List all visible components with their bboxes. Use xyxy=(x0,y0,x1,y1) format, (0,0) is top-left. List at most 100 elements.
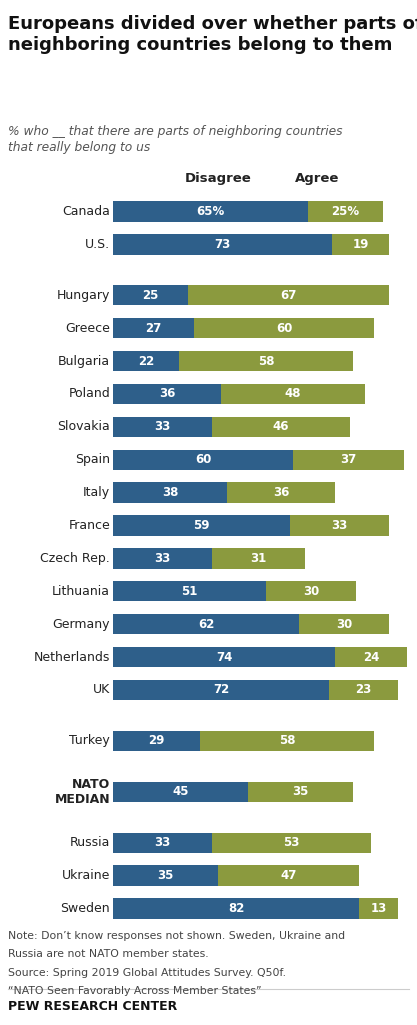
Text: 24: 24 xyxy=(363,651,379,663)
Text: Russia are not NATO member states.: Russia are not NATO member states. xyxy=(8,949,209,959)
Text: 59: 59 xyxy=(193,519,210,532)
Text: Poland: Poland xyxy=(68,387,110,401)
Text: 67: 67 xyxy=(280,289,296,301)
Text: Slovakia: Slovakia xyxy=(58,420,110,434)
Bar xyxy=(332,234,389,254)
Bar xyxy=(113,416,212,437)
Text: Netherlands: Netherlands xyxy=(34,651,110,663)
Bar xyxy=(329,680,398,700)
Text: 25%: 25% xyxy=(332,205,359,218)
Bar xyxy=(113,383,221,404)
Bar xyxy=(113,548,212,569)
Text: 73: 73 xyxy=(214,238,231,251)
Text: Note: Don’t know responses not shown. Sweden, Ukraine and: Note: Don’t know responses not shown. Sw… xyxy=(8,931,345,941)
Text: 46: 46 xyxy=(273,420,289,434)
Text: “NATO Seen Favorably Across Member States”: “NATO Seen Favorably Across Member State… xyxy=(8,986,262,996)
Bar xyxy=(113,647,335,667)
Bar xyxy=(113,201,308,221)
Text: UK: UK xyxy=(93,684,110,696)
Text: Hungary: Hungary xyxy=(57,289,110,301)
Text: 35: 35 xyxy=(292,785,309,798)
Text: Czech Rep.: Czech Rep. xyxy=(40,551,110,565)
Text: 60: 60 xyxy=(276,322,292,335)
Text: 58: 58 xyxy=(279,734,295,747)
Text: 45: 45 xyxy=(172,785,189,798)
Text: 72: 72 xyxy=(213,684,229,696)
Text: 48: 48 xyxy=(285,387,301,401)
Text: 29: 29 xyxy=(148,734,165,747)
Text: 31: 31 xyxy=(250,551,266,565)
Text: Spain: Spain xyxy=(75,453,110,466)
Bar xyxy=(221,383,365,404)
Text: Canada: Canada xyxy=(62,205,110,218)
Text: Lithuania: Lithuania xyxy=(52,584,110,598)
Text: 74: 74 xyxy=(216,651,232,663)
Text: Greece: Greece xyxy=(65,322,110,335)
Text: Europeans divided over whether parts of
neighboring countries belong to them: Europeans divided over whether parts of … xyxy=(8,15,417,54)
Text: Italy: Italy xyxy=(83,486,110,499)
Bar xyxy=(113,680,329,700)
Bar xyxy=(248,782,353,802)
Bar xyxy=(113,581,266,602)
Bar xyxy=(293,450,404,469)
Bar xyxy=(113,483,227,503)
Text: 23: 23 xyxy=(355,684,372,696)
Text: 33: 33 xyxy=(155,420,171,434)
Text: 22: 22 xyxy=(138,355,154,368)
Text: 30: 30 xyxy=(303,584,319,598)
Bar xyxy=(227,483,335,503)
Text: U.S.: U.S. xyxy=(85,238,110,251)
Bar xyxy=(113,731,200,751)
Bar xyxy=(290,516,389,536)
Text: 19: 19 xyxy=(352,238,369,251)
Text: Ukraine: Ukraine xyxy=(62,869,110,883)
Bar xyxy=(212,416,350,437)
Text: 36: 36 xyxy=(159,387,175,401)
Bar xyxy=(113,450,293,469)
Text: NATO
MEDIAN: NATO MEDIAN xyxy=(55,778,110,806)
Text: 37: 37 xyxy=(340,453,357,466)
Bar xyxy=(194,318,374,338)
Text: 33: 33 xyxy=(155,551,171,565)
Bar xyxy=(299,614,389,634)
Text: Disagree: Disagree xyxy=(185,172,251,186)
Bar xyxy=(179,351,353,371)
Text: 30: 30 xyxy=(336,618,352,630)
Text: 65%: 65% xyxy=(196,205,225,218)
Text: 38: 38 xyxy=(162,486,178,499)
Text: Source: Spring 2019 Global Attitudes Survey. Q50f.: Source: Spring 2019 Global Attitudes Sur… xyxy=(8,968,286,978)
Text: 33: 33 xyxy=(331,519,347,532)
Text: 51: 51 xyxy=(181,584,198,598)
Text: 58: 58 xyxy=(258,355,274,368)
Bar xyxy=(113,516,290,536)
Bar xyxy=(113,614,299,634)
Bar xyxy=(200,731,374,751)
Bar xyxy=(188,285,389,305)
Bar xyxy=(218,865,359,886)
Text: 13: 13 xyxy=(370,902,387,915)
Bar xyxy=(113,832,212,853)
Bar xyxy=(212,548,305,569)
Text: 35: 35 xyxy=(158,869,174,883)
Text: Agree: Agree xyxy=(295,172,339,186)
Text: 53: 53 xyxy=(283,836,300,850)
Bar xyxy=(359,898,398,918)
Text: % who __ that there are parts of neighboring countries
that really belong to us: % who __ that there are parts of neighbo… xyxy=(8,125,343,154)
Text: 82: 82 xyxy=(228,902,244,915)
Text: Sweden: Sweden xyxy=(60,902,110,915)
Text: 47: 47 xyxy=(280,869,296,883)
Bar xyxy=(113,351,179,371)
Bar xyxy=(113,234,332,254)
Text: Turkey: Turkey xyxy=(70,734,110,747)
Bar xyxy=(212,832,371,853)
Text: Russia: Russia xyxy=(70,836,110,850)
Bar xyxy=(113,898,359,918)
Bar xyxy=(266,581,356,602)
Bar xyxy=(308,201,383,221)
Text: PEW RESEARCH CENTER: PEW RESEARCH CENTER xyxy=(8,999,178,1013)
Bar xyxy=(113,865,218,886)
Bar xyxy=(113,782,248,802)
Text: Bulgaria: Bulgaria xyxy=(58,355,110,368)
Bar xyxy=(335,647,407,667)
Text: 62: 62 xyxy=(198,618,214,630)
